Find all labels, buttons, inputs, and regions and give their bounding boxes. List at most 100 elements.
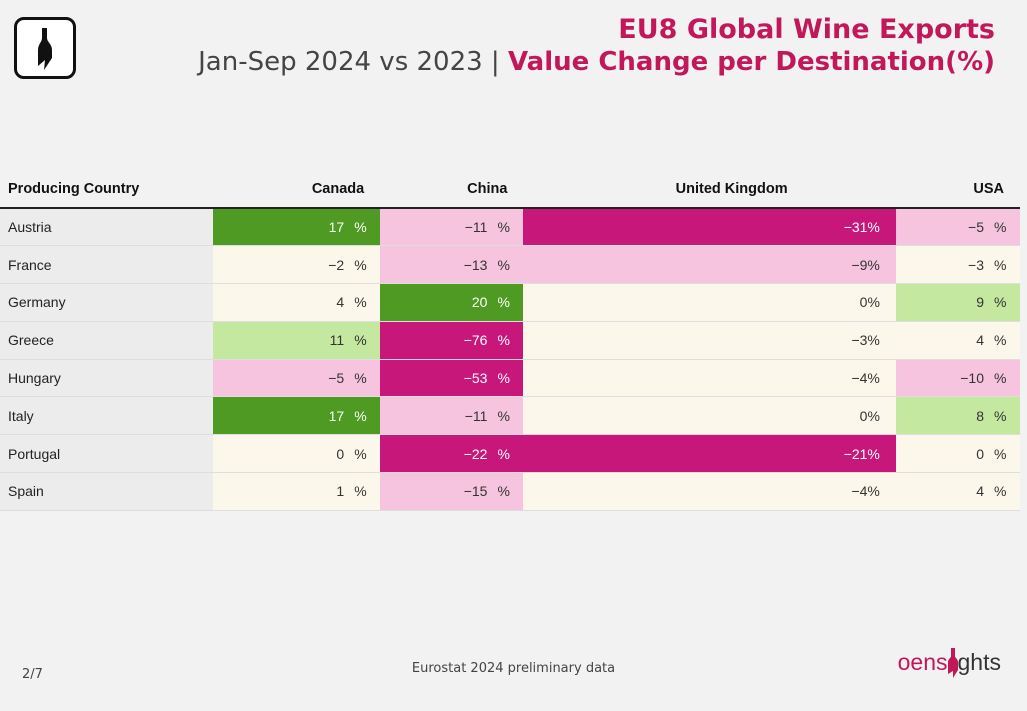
row-country-label: Spain [0,472,213,511]
cell-value: −4% [851,370,880,387]
heat-cell-china: −11% [380,396,524,436]
cell-value: 17 [328,407,345,424]
row-country-label: Hungary [0,359,213,398]
brand-text-a: oens [897,649,948,675]
table-row: Germany 4% 20% 0% 9% [0,283,1020,322]
heat-cell-uk: −31% [523,208,896,247]
table-row: Spain 1% −15% −4% 4% [0,472,1020,511]
heat-cell-usa: 8% [895,396,1020,436]
page-title: EU8 Global Wine Exports [618,14,995,45]
column-header-country: Producing Country [0,170,213,209]
heat-cell-canada: 11% [213,321,381,360]
heat-cell-uk: −9% [523,245,896,285]
cell-value: −3% [851,332,880,349]
cell-value: −10 [960,370,984,387]
cell-unit: % [497,256,510,273]
table-row: Austria 17% −11% −31% −5% [0,208,1020,247]
heat-cell-usa: −3% [895,245,1020,285]
heat-cell-canada: 1% [213,472,381,511]
heat-cell-usa: 9% [895,283,1020,322]
heat-cell-usa: 0% [895,434,1020,474]
column-header-canada: Canada [213,170,381,209]
cell-value: −22 [463,445,488,462]
subtitle-period: Jan-Sep 2024 vs 2023 | [198,47,500,77]
heat-cell-uk: −3% [523,321,896,360]
cell-unit: % [354,256,367,273]
cell-value: 4 [976,332,984,349]
cell-unit: % [497,370,510,387]
cell-value: −13 [463,256,488,273]
cell-value: 4 [976,483,984,500]
cell-unit: % [354,445,367,462]
wine-bottle-icon [38,28,52,70]
page-number: 2/7 [22,667,43,682]
cell-unit: % [354,483,367,500]
heat-cell-usa: 4% [895,321,1020,360]
cell-unit: % [354,407,367,424]
column-header-uk: United Kingdom [523,170,896,209]
cell-value: −31% [843,219,880,236]
cell-unit: % [497,332,510,349]
cell-value: 0% [859,294,880,311]
cell-value: −21% [843,445,880,462]
heat-cell-china: −13% [380,245,524,285]
cell-unit: % [994,407,1007,424]
cell-unit: % [994,483,1007,500]
cell-unit: % [497,294,510,311]
footer-brand-logo: oens ghts [898,648,1001,678]
cell-unit: % [354,332,367,349]
cell-value: 1 [336,483,345,500]
heat-cell-canada: 0% [213,434,381,474]
cell-value: 20 [471,294,488,311]
cell-value: −3 [968,256,984,273]
heat-cell-canada: 17% [213,396,381,436]
heat-cell-canada: 17% [213,208,381,247]
data-source: Eurostat 2024 preliminary data [411,661,616,676]
heat-cell-china: −11% [380,208,524,247]
heat-cell-canada: −2% [213,245,381,285]
cell-value: −76 [463,332,488,349]
table-header-row: Producing Country Canada China United Ki… [0,170,1020,209]
table-row: Portugal 0% −22% −21% 0% [0,434,1020,474]
cell-unit: % [994,256,1007,273]
cell-value: −15 [463,483,488,500]
cell-value: 11 [329,332,345,349]
cell-unit: % [354,219,367,236]
heat-cell-uk: −21% [523,434,896,474]
cell-value: 17 [328,219,345,236]
brand-logo [14,17,76,79]
cell-value: 0 [976,445,984,462]
cell-value: 0 [336,445,345,462]
cell-value: −11 [464,219,488,236]
row-country-label: Italy [0,396,213,436]
cell-unit: % [497,445,510,462]
cell-unit: % [497,407,510,424]
heat-cell-usa: −10% [895,359,1020,398]
cell-value: 9 [976,294,984,311]
heat-cell-usa: −5% [895,208,1020,247]
heat-cell-china: −22% [380,434,524,474]
column-header-china: China [380,170,524,209]
cell-value: −2 [328,256,345,273]
column-header-usa: USA [895,170,1020,209]
cell-value: −53 [463,370,488,387]
page-subtitle: Jan-Sep 2024 vs 2023 | Value Change per … [198,47,995,77]
cell-value: −5 [328,370,345,387]
table-row: France −2% −13% −9% −3% [0,245,1020,285]
subtitle-metric: Value Change per Destination(%) [507,47,995,77]
cell-unit: % [994,294,1007,311]
brand-text-b: ghts [957,649,1001,675]
cell-unit: % [354,294,367,311]
row-country-label: Austria [0,208,213,247]
heat-cell-china: −76% [380,321,524,360]
cell-unit: % [354,370,367,387]
table-row: Hungary −5% −53% −4% −10% [0,359,1020,398]
table-row: Greece 11% −76% −3% 4% [0,321,1020,360]
heat-cell-uk: −4% [523,359,896,398]
heat-cell-uk: −4% [523,472,896,511]
cell-value: 8 [976,407,984,424]
cell-unit: % [994,370,1007,387]
row-country-label: Germany [0,283,213,322]
cell-unit: % [497,219,510,236]
cell-unit: % [497,483,510,500]
